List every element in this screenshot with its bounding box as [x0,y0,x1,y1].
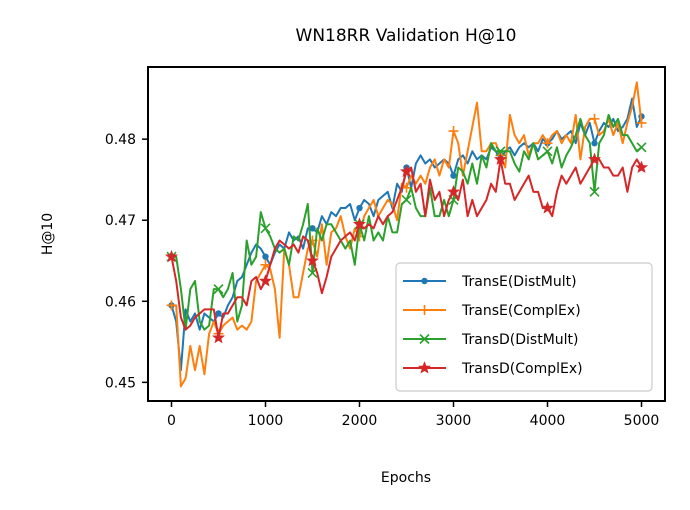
y-tick-label-1: 0.46 [105,294,136,310]
series-2-marker-100 [636,117,647,128]
series-4-marker-80 [541,201,554,214]
legend-label-1: TransE(DistMult) [461,274,577,290]
y-axis-title: H@10 [40,213,56,255]
plot-area [165,81,648,388]
series-2-marker-80 [542,138,553,149]
series-4-marker-100 [635,160,648,174]
legend-item-4: TransD(ComplEx) [403,361,583,377]
x-axis: 0 1000 2000 3000 4000 5000 [167,401,659,429]
series-3-marker-10 [213,284,224,295]
series-4-marker-60 [447,185,460,198]
series-3-marker-50 [401,194,412,206]
series-layer [165,81,648,388]
series-4-marker-50 [400,164,413,178]
series-1-marker-30 [309,225,316,232]
series-4-marker-0 [165,249,178,263]
legend-item-3: TransD(DistMult) [403,332,578,348]
legend-label-2: TransE(ComplEx) [461,303,581,319]
series-3-marker-20 [260,223,271,234]
x-tick-label-5: 5000 [624,413,660,429]
legend-marker-4 [418,361,431,374]
x-tick-label-3: 3000 [436,413,472,429]
legend-marker-3 [419,333,430,345]
y-axis: 0.45 0.46 0.47 0.48 [105,132,148,391]
x-tick-label-4: 4000 [530,413,566,429]
legend-marker-2 [419,305,430,315]
series-1-marker-40 [356,204,363,212]
series-3-marker-90 [589,186,600,197]
series-3-marker-80 [542,146,553,157]
series-4-marker-10 [212,330,225,344]
x-tick-label-0: 0 [167,413,176,429]
series-2-marker-50 [401,182,412,193]
legend-box [395,262,653,392]
x-axis-title: Epochs [381,470,431,486]
series-1-marker-20 [262,253,269,260]
legend-label-3: TransD(DistMult) [461,332,578,348]
series-1-marker-10 [215,310,222,317]
series-3-marker-100 [636,142,647,153]
y-tick-label-3: 0.48 [105,132,136,148]
series-4-marker-70 [494,152,507,165]
series-4-marker-40 [353,217,366,230]
legend-item-2: TransE(ComplEx) [403,303,581,319]
x-tick-label-2: 2000 [342,413,378,429]
legend: TransE(DistMult) TransE(ComplEx) TransD(Di… [395,262,653,392]
series-4-marker-30 [306,253,319,267]
series-2-marker-20 [260,259,271,270]
legend-item-1: TransE(DistMult) [403,274,577,290]
legend-label-4: TransD(ComplEx) [461,361,583,377]
plot-frame [147,66,666,402]
series-4 [165,152,648,344]
y-tick-label-0: 0.45 [105,375,136,391]
series-3-marker-70 [495,146,506,157]
chart-title: WN18RR Validation H@10 [296,26,517,46]
series-1-marker-90 [591,140,598,147]
series-1-marker-60 [450,172,457,179]
series-4-marker-90 [588,152,601,165]
y-tick-label-2: 0.47 [105,213,136,229]
series-2-marker-0 [166,300,177,311]
series-4-marker-20 [259,274,272,287]
x-tick-label-1: 1000 [248,413,284,429]
legend-marker-1 [421,277,428,285]
series-2-marker-90 [589,113,600,124]
series-2-marker-60 [448,126,459,137]
